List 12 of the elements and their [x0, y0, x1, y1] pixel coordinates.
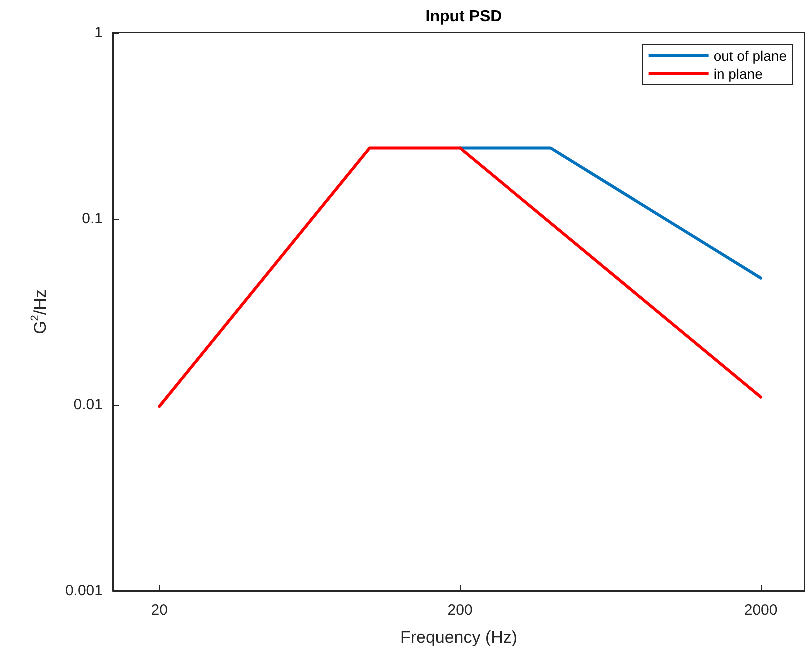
- x-tick-label: 200: [448, 602, 473, 619]
- y-tick-label: 0.01: [74, 396, 103, 414]
- y-tick-label: 0.001: [65, 582, 103, 600]
- legend-label: in plane: [714, 66, 764, 82]
- x-tick-label: 20: [151, 602, 168, 619]
- x-tick-label: 2000: [744, 602, 778, 619]
- y-axis-title: G2/Hz: [30, 290, 50, 334]
- chart-title: Input PSD: [426, 8, 502, 26]
- legend-label: out of plane: [714, 48, 788, 64]
- y-tick-label: 0.1: [82, 210, 103, 228]
- x-axis-title: Frequency (Hz): [400, 628, 518, 647]
- y-tick-label: 1: [94, 24, 103, 42]
